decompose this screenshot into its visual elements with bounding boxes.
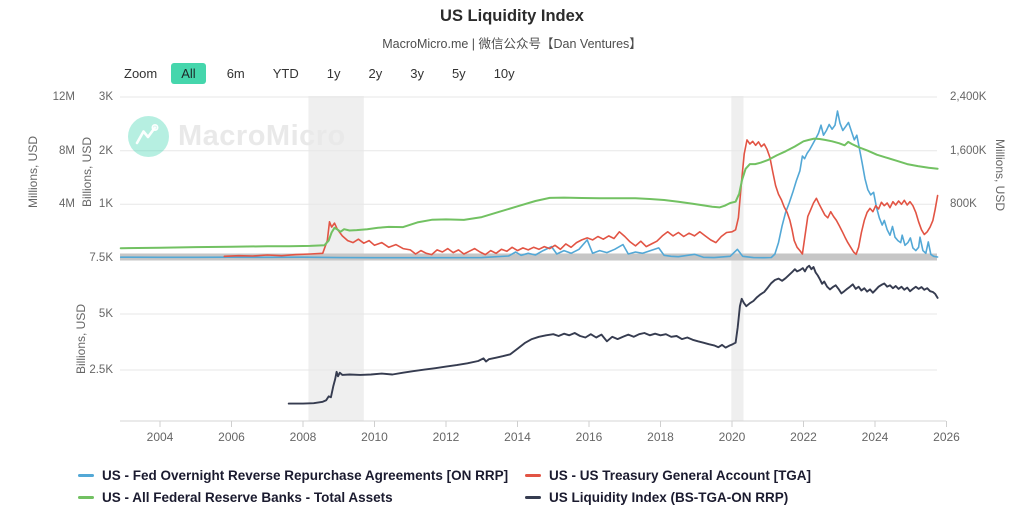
legend-label: US - Fed Overnight Reverse Repurchase Ag… (102, 468, 509, 483)
legend-dash-icon (78, 496, 94, 499)
legend-item[interactable]: US Liquidity Index (BS-TGA-ON RRP) (525, 488, 811, 507)
y-tick-label: 4M (59, 198, 75, 211)
x-tick-label: 2014 (504, 430, 531, 444)
chart-subtitle: MacroMicro.me | 微信公众号【Dan Ventures】 (382, 37, 642, 51)
series-line (223, 139, 939, 258)
y-tick-label: 8M (59, 144, 75, 157)
y-tick-label: 2K (98, 144, 113, 157)
legend-label: US - All Federal Reserve Banks - Total A… (102, 490, 393, 505)
series-line (119, 137, 939, 250)
zoom-label: Zoom (124, 66, 158, 81)
y-tick-label: 12M (52, 91, 75, 103)
axis-title-millions-left: Millions, USD (26, 135, 40, 209)
y-tick-label: 2.5K (89, 364, 113, 376)
chart-title: US Liquidity Index (440, 7, 584, 25)
zoom-range-button-10y[interactable]: 10y (487, 63, 522, 84)
legend-item[interactable]: US - US Treasury General Account [TGA] (525, 466, 811, 485)
legend-dash-icon (525, 474, 541, 477)
legend-label: US Liquidity Index (BS-TGA-ON RRP) (549, 490, 789, 505)
legend-label: US - US Treasury General Account [TGA] (549, 468, 812, 483)
legend-item[interactable]: US - All Federal Reserve Banks - Total A… (78, 488, 525, 507)
axis-title-billions-left: Billions, USD (80, 136, 94, 208)
zoom-range-button-3y[interactable]: 3y (403, 63, 431, 84)
x-tick-label: 2020 (718, 430, 746, 444)
y-tick-label: 7.5K (89, 252, 113, 264)
zoom-range-button-all[interactable]: All (171, 63, 206, 84)
x-tick-label: 2004 (146, 430, 174, 444)
zoom-range-button-6m[interactable]: 6m (220, 63, 252, 84)
x-tick-label: 2008 (289, 430, 317, 444)
y-tick-label: 800K (950, 198, 977, 211)
axis-title-millions-right: Millions, USD (993, 138, 1007, 212)
panel-separator-bar (120, 253, 937, 261)
legend-dash-icon (525, 496, 541, 499)
x-tick-label: 2010 (361, 430, 388, 444)
x-tick-label: 2012 (432, 430, 460, 444)
x-tick-label: 2016 (575, 430, 603, 444)
y-tick-label: 1K (98, 198, 113, 211)
zoom-toolbar: Zoom All 6m YTD 1y 2y 3y 5y 10y (124, 63, 522, 84)
y-tick-label: 3K (98, 91, 113, 103)
y-tick-label: 1,600K (950, 144, 987, 157)
legend-item[interactable]: US - Fed Overnight Reverse Repurchase Ag… (78, 466, 525, 485)
series-line (287, 264, 939, 405)
zoom-range-button-5y[interactable]: 5y (445, 63, 473, 84)
x-tick-label: 2006 (218, 430, 245, 444)
x-tick-label: 2018 (647, 430, 674, 444)
y-tick-label: 5K (98, 308, 113, 320)
zoom-range-button-2y[interactable]: 2y (361, 63, 389, 84)
x-tick-label: 2026 (933, 430, 960, 444)
zoom-range-button-1y[interactable]: 1y (320, 63, 348, 84)
axis-title-billions-bottom: Billions, USD (74, 303, 88, 375)
series-line (119, 110, 939, 259)
legend-dash-icon (78, 474, 94, 477)
legend: US - Fed Overnight Reverse Repurchase Ag… (78, 466, 811, 507)
x-tick-label: 2022 (790, 430, 817, 444)
x-tick-label: 2024 (861, 430, 889, 444)
zoom-range-button-ytd[interactable]: YTD (266, 63, 306, 84)
y-tick-label: 2,400K (950, 91, 987, 103)
